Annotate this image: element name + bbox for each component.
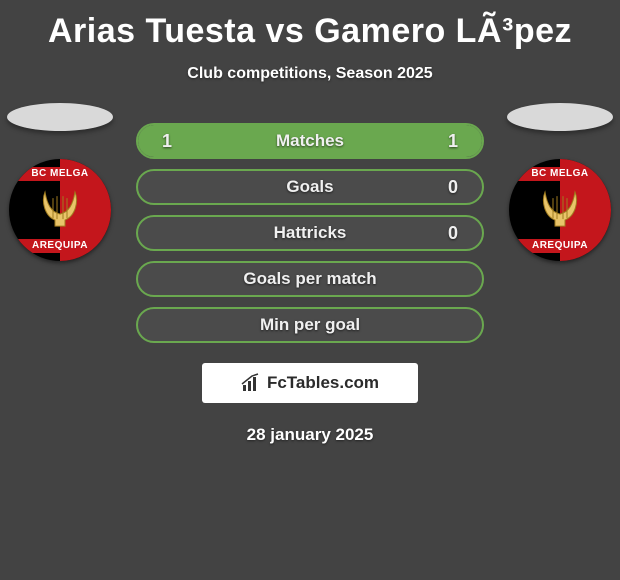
- stat-row: Hattricks 0: [136, 215, 484, 251]
- stat-value-right: 1: [448, 131, 458, 152]
- club-logo-bottom-text: AREQUIPA: [9, 239, 111, 253]
- brand-text: FcTables.com: [267, 373, 379, 393]
- lyre-icon: [537, 186, 583, 232]
- stat-row: 1 Matches 1: [136, 123, 484, 159]
- brand-box: FcTables.com: [202, 363, 418, 403]
- comparison-area: BC MELGA AREQUIPA BC MELGA AREQUIPA: [0, 123, 620, 343]
- bar-chart-icon: [241, 373, 263, 393]
- club-logo-top-text: BC MELGA: [9, 167, 111, 181]
- club-logo-top-text: BC MELGA: [509, 167, 611, 181]
- stat-row: Goals 0: [136, 169, 484, 205]
- subtitle: Club competitions, Season 2025: [0, 65, 620, 83]
- stat-row: Min per goal: [136, 307, 484, 343]
- stat-rows: 1 Matches 1 Goals 0 Hattricks 0 Goals per match…: [136, 123, 484, 343]
- stat-label: Matches: [276, 131, 344, 151]
- player-right-column: BC MELGA AREQUIPA: [500, 103, 620, 261]
- stat-row: Goals per match: [136, 261, 484, 297]
- player-right-oval: [507, 103, 613, 131]
- club-logo-bottom-text: AREQUIPA: [509, 239, 611, 253]
- player-left-column: BC MELGA AREQUIPA: [0, 103, 120, 261]
- lyre-icon: [37, 186, 83, 232]
- club-logo-left: BC MELGA AREQUIPA: [9, 159, 111, 261]
- page-title: Arias Tuesta vs Gamero LÃ³pez: [0, 0, 620, 51]
- stat-value-left: 1: [162, 131, 172, 152]
- stat-label: Goals: [286, 177, 333, 197]
- stat-value-right: 0: [448, 223, 458, 244]
- stat-label: Min per goal: [260, 315, 360, 335]
- club-logo-right: BC MELGA AREQUIPA: [509, 159, 611, 261]
- stat-label: Hattricks: [274, 223, 347, 243]
- player-left-oval: [7, 103, 113, 131]
- stat-label: Goals per match: [243, 269, 376, 289]
- date-line: 28 january 2025: [0, 425, 620, 445]
- stat-value-right: 0: [448, 177, 458, 198]
